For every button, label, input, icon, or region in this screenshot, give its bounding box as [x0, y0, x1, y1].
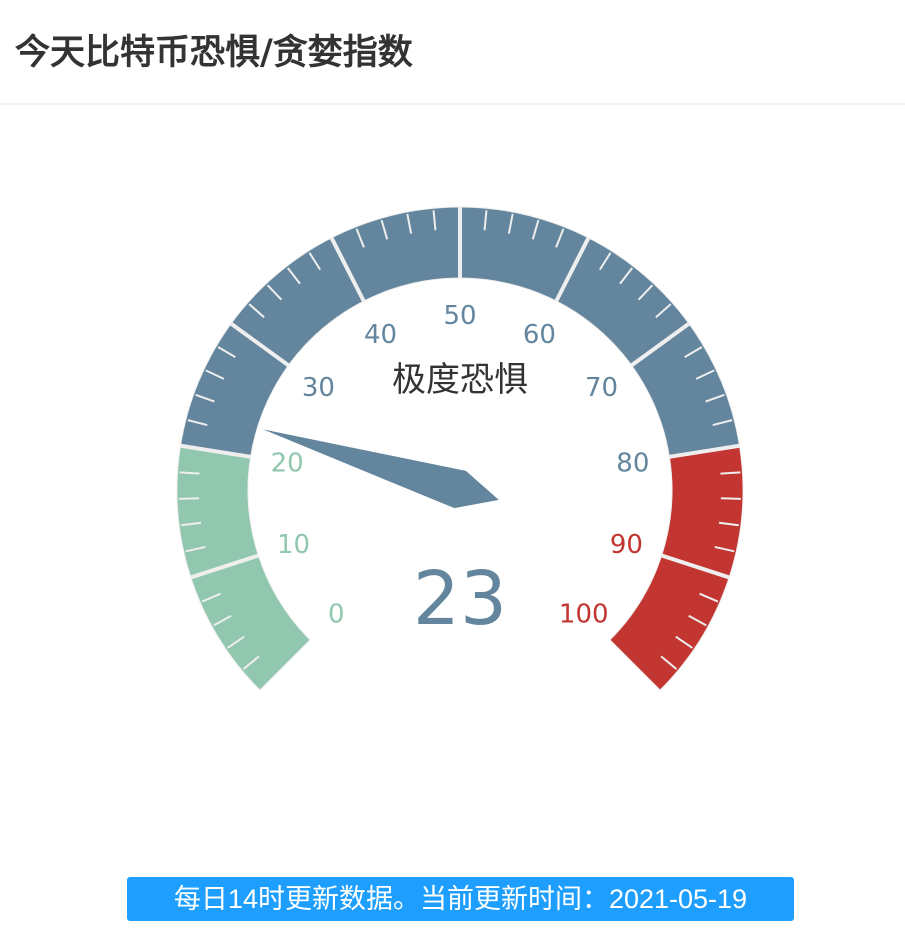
split-line [669, 443, 740, 459]
minor-tick [432, 210, 437, 231]
minor-tick [355, 228, 365, 248]
minor-tick [660, 655, 678, 670]
gauge-status-label: 极度恐惧 [392, 360, 528, 400]
page-title: 今天比特币恐惧/贪婪指数 [15, 33, 413, 73]
minor-tick [507, 213, 514, 234]
minor-tick [187, 419, 208, 427]
minor-tick [695, 369, 715, 380]
minor-tick [712, 419, 733, 427]
minor-tick [227, 635, 245, 649]
tick-label: 0 [328, 600, 345, 630]
split-line [229, 322, 290, 368]
minor-tick [655, 303, 672, 319]
minor-tick [619, 267, 634, 285]
tick-label: 90 [610, 530, 643, 560]
minor-tick [185, 545, 206, 553]
tick-label: 40 [364, 320, 397, 350]
minor-tick [718, 521, 739, 527]
header: 今天比特币恐惧/贪婪指数 [0, 0, 905, 105]
minor-tick [248, 303, 265, 319]
tick-label: 100 [559, 600, 609, 630]
split-line [180, 443, 251, 459]
minor-tick [308, 252, 321, 271]
split-line [190, 553, 259, 580]
gauge-band-2 [609, 445, 744, 691]
split-line [630, 322, 691, 368]
minor-tick [213, 614, 232, 627]
minor-tick [483, 210, 488, 231]
minor-tick [179, 497, 200, 500]
minor-tick [720, 471, 741, 475]
minor-tick [201, 592, 221, 603]
minor-tick [380, 219, 389, 240]
minor-tick [242, 655, 260, 670]
minor-tick [720, 497, 741, 500]
tick-label: 60 [523, 320, 556, 350]
tick-label: 20 [271, 449, 304, 479]
minor-tick [599, 252, 612, 271]
split-line [661, 553, 730, 580]
minor-tick [217, 346, 236, 359]
minor-tick [266, 284, 283, 301]
minor-tick [406, 213, 413, 234]
minor-tick [205, 369, 225, 380]
tick-label: 80 [616, 449, 649, 479]
minor-tick [675, 635, 693, 649]
minor-tick [637, 284, 654, 301]
minor-tick [714, 545, 735, 553]
tick-label: 50 [443, 301, 476, 331]
split-line [329, 236, 366, 303]
split-line [554, 236, 591, 303]
minor-tick [179, 471, 200, 475]
minor-tick [195, 393, 215, 403]
tick-label: 10 [277, 530, 310, 560]
gauge-band-0 [176, 445, 311, 691]
minor-tick [684, 346, 703, 359]
tick-label: 30 [302, 373, 335, 403]
gauge-value: 23 [413, 556, 507, 642]
minor-tick [286, 267, 301, 285]
minor-tick [181, 521, 202, 527]
minor-tick [699, 592, 719, 603]
minor-tick [531, 219, 540, 240]
minor-tick [688, 614, 707, 627]
gauge-pointer [263, 429, 499, 509]
minor-tick [705, 393, 725, 403]
update-info-badge: 每日14时更新数据。当前更新时间：2021-05-19 [127, 877, 794, 921]
minor-tick [555, 228, 565, 248]
tick-label: 70 [585, 373, 618, 403]
